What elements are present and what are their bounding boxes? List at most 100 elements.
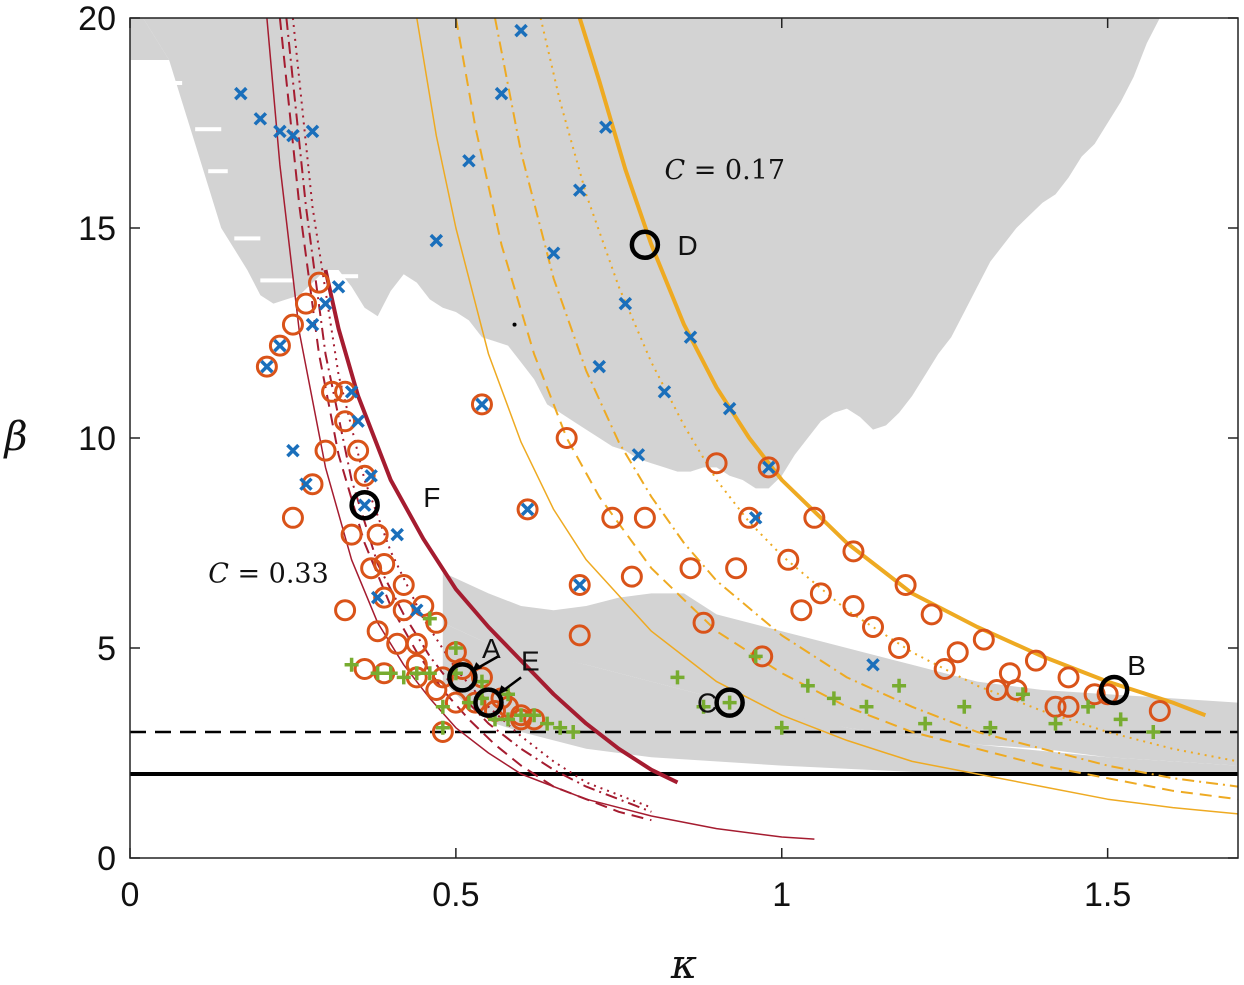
curve-c-0-17-bold [577,18,1207,718]
circle-marker [777,548,800,571]
cross-marker [592,359,607,374]
circle-marker [255,355,278,378]
region-island [1153,257,1190,261]
circle-marker [366,620,389,643]
cross-marker [429,233,444,248]
y-tick-label: 20 [78,0,116,38]
circle-marker [281,506,304,529]
circle-marker [366,523,389,546]
x-tick-label: 0.5 [432,876,479,914]
region-island [1094,387,1160,392]
circle-marker [334,380,357,403]
circle-marker [809,582,832,605]
circle-marker [340,523,363,546]
plus-marker [774,720,789,735]
circle-marker [692,611,715,634]
cross-marker [546,246,561,260]
plus-marker [344,657,359,672]
circle-marker [470,393,493,416]
circle-marker [568,574,591,596]
annotation-label: B [1127,650,1146,681]
region-island [1185,379,1232,384]
annotation-label: E [521,646,540,677]
stray-dot [512,322,517,327]
region-island [912,421,945,426]
grey-region-lower-strip [442,622,1238,774]
region-notch [234,236,261,241]
plus-marker [1081,699,1096,714]
circle-marker [888,637,911,659]
cross-marker [318,296,333,311]
plus-marker [383,666,398,681]
cross-marker [390,527,404,542]
region-island [1198,215,1227,219]
y-tick-label: 0 [97,840,116,878]
plus-marker [514,708,529,723]
cross-marker [514,23,528,38]
plus-marker [409,666,424,681]
plus-marker [1146,725,1161,739]
annotation-symbol: C [208,558,229,589]
plus-marker [722,695,737,710]
cross-marker [234,86,248,101]
x-tick-label: 1.5 [1084,876,1131,914]
circle-marker [294,292,317,315]
circle-marker [725,557,748,580]
circle-marker [803,506,826,529]
plus-marker [370,666,385,681]
region-island [1042,320,1095,325]
region-island [1055,333,1093,336]
clipped-content [130,18,1238,840]
cross-marker [599,120,613,134]
cross-marker [364,469,378,483]
plus-marker [540,716,555,731]
x-tick-label: 1 [772,876,791,914]
region-notch [260,278,293,283]
plus-marker [918,716,933,731]
circle-marker [601,506,624,529]
circle-marker [757,456,780,479]
region-island [977,467,1019,471]
circle-marker [972,628,995,651]
y-tick-label: 5 [97,630,116,668]
highlight-marker-B [1098,674,1130,706]
region-island [1198,391,1231,395]
cross-marker [631,448,646,462]
cross-marker [305,124,320,139]
plus-marker [670,670,685,685]
y-axis-label: β [2,414,27,460]
circle-marker [281,313,304,336]
circle-marker [392,599,415,622]
cross-marker [618,296,633,311]
cross-marker [475,397,489,412]
circle-marker [301,473,324,496]
circle-marker [1005,679,1028,701]
region-island [1185,202,1225,207]
plus-marker [1015,687,1030,702]
circle-marker [862,616,885,638]
region-island [859,454,883,458]
x-tick-label: 0 [121,876,140,914]
plus-marker [396,670,411,685]
circle-marker [705,452,728,475]
curve-c-0-17-dashed [454,18,1238,801]
cross-marker [683,330,698,344]
region-island [1016,412,1063,417]
region-island [1159,358,1206,362]
plus-marker [474,674,489,689]
annotation-label: C = 0.17 [664,155,785,186]
circle-marker [1044,695,1067,718]
cross-marker [273,124,287,139]
plus-marker [859,699,874,714]
y-tick-label: 10 [78,420,116,458]
cross-marker [866,658,880,672]
circle-marker [1057,695,1080,718]
annotation-label: A [482,633,501,664]
curve-c-0-17-dash-dot [494,18,1238,788]
region-island [1146,345,1212,350]
cross-marker [331,280,346,294]
circle-marker [431,666,454,689]
plus-marker [527,708,542,723]
